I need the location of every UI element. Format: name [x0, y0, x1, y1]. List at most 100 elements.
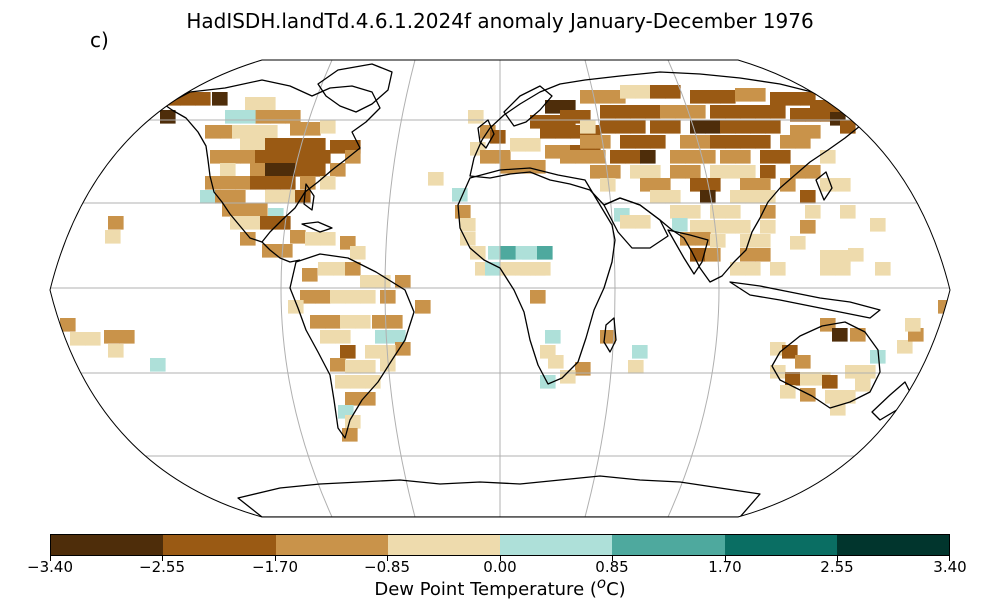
anomaly-cell: [355, 315, 371, 329]
anomaly-cell: [220, 163, 236, 177]
anomaly-cell: [395, 342, 411, 356]
anomaly-cell: [640, 150, 656, 164]
anomaly-cell: [510, 138, 526, 152]
meridian-line: [384, 60, 416, 517]
anomaly-cell: [755, 234, 771, 248]
anomaly-cell: [500, 246, 516, 260]
anomaly-cell: [222, 203, 238, 217]
anomaly-cell: [595, 90, 611, 104]
anomaly-cell: [320, 232, 336, 246]
anomaly-cell: [285, 110, 301, 124]
anomaly-cell: [345, 290, 361, 304]
anomaly-cell: [610, 150, 626, 164]
anomaly-cell: [720, 90, 736, 104]
africa-coast: [457, 167, 616, 385]
anomaly-cell: [760, 220, 776, 234]
anomaly-cell: [305, 232, 321, 246]
anomaly-cell: [670, 205, 686, 219]
anomaly-cell: [855, 378, 871, 392]
colorbar-tickmark: [50, 556, 51, 561]
anomaly-cell: [630, 105, 646, 119]
anomaly-cell: [360, 392, 376, 406]
anomaly-cell: [70, 332, 86, 346]
anomaly-cell: [350, 246, 366, 260]
anomaly-cell: [630, 120, 646, 134]
anomaly-cell: [635, 215, 651, 229]
anomaly-cell: [530, 160, 546, 174]
anomaly-cell: [905, 318, 921, 332]
anomaly-cell: [720, 150, 736, 164]
anomaly-cell: [665, 85, 681, 99]
colorbar-tickmark: [275, 556, 276, 561]
colorbar-tickmark: [725, 556, 726, 561]
anomaly-cell: [210, 150, 226, 164]
anomaly-cell: [705, 248, 721, 262]
anomaly-cell: [545, 100, 561, 114]
colorbar-swatch: [275, 535, 388, 555]
colorbar-swatch: [500, 535, 613, 555]
anomaly-cell: [545, 145, 561, 159]
anomaly-cell: [575, 362, 591, 376]
anomaly-cell: [740, 105, 756, 119]
anomaly-cell: [340, 345, 356, 359]
anomaly-cell: [650, 120, 666, 134]
colorbar-tickmark: [500, 556, 501, 561]
anomaly-cell: [790, 108, 806, 122]
anomaly-cell: [785, 92, 801, 106]
anomaly-cell: [119, 330, 135, 344]
anomaly-cell: [835, 178, 851, 192]
anomaly-cell: [620, 135, 636, 149]
anomaly-cell: [640, 178, 656, 192]
anomaly-cell: [625, 150, 641, 164]
anomaly-cell: [600, 105, 616, 119]
colorbar-swatch: [612, 535, 725, 555]
anomaly-cell: [232, 125, 248, 139]
anomaly-cell: [725, 205, 741, 219]
anomaly-cell: [605, 165, 621, 179]
anomaly-cell: [665, 190, 681, 204]
colorbar-tick-label: −2.55: [139, 558, 185, 576]
anomaly-cell: [690, 248, 706, 262]
anomaly-cell: [635, 135, 651, 149]
anomaly-cell: [870, 218, 886, 232]
anomaly-cell: [270, 150, 286, 164]
anomaly-cell: [380, 345, 396, 359]
anomaly-cell: [380, 290, 396, 304]
anomaly-cell: [760, 205, 776, 219]
anomaly-cell: [805, 205, 821, 219]
colorbar-tick-label: 2.55: [820, 558, 854, 576]
anomaly-cell: [85, 332, 101, 346]
meridian-line: [584, 60, 616, 517]
anomaly-cell: [255, 150, 271, 164]
chart-title: HadISDH.landTd.4.6.1.2024f anomaly Janua…: [186, 9, 814, 33]
anomaly-cell: [295, 138, 311, 152]
anomaly-cell: [555, 125, 571, 139]
anomaly-cell: [655, 178, 671, 192]
anomaly-cell: [615, 105, 631, 119]
colorbar-tick-label: −3.40: [27, 558, 73, 576]
anomaly-cell: [375, 330, 391, 344]
anomaly-cell: [372, 315, 388, 329]
anomaly-cell: [225, 110, 241, 124]
anomaly-cell: [342, 428, 358, 442]
anomaly-cell: [345, 262, 361, 276]
anomaly-cell: [725, 165, 741, 179]
anomaly-cell: [805, 108, 821, 122]
anomaly-cell: [310, 163, 326, 177]
anomaly-cell: [240, 232, 256, 246]
anomaly-cell: [800, 190, 816, 204]
anomaly-cell: [765, 120, 781, 134]
anomaly-cell: [235, 176, 251, 190]
anomaly-cell: [705, 90, 721, 104]
anomaly-cell: [760, 165, 776, 179]
anomaly-cell: [548, 355, 564, 369]
anomaly-grid-cells: [60, 85, 950, 442]
anomaly-cell: [470, 246, 486, 260]
madagascar-coast: [603, 317, 617, 353]
anomaly-cell: [632, 345, 648, 359]
anomaly-cell: [335, 375, 351, 389]
anomaly-cell: [710, 234, 726, 248]
anomaly-cell: [630, 165, 646, 179]
anomaly-cell: [735, 220, 751, 234]
anomaly-cell: [740, 135, 756, 149]
